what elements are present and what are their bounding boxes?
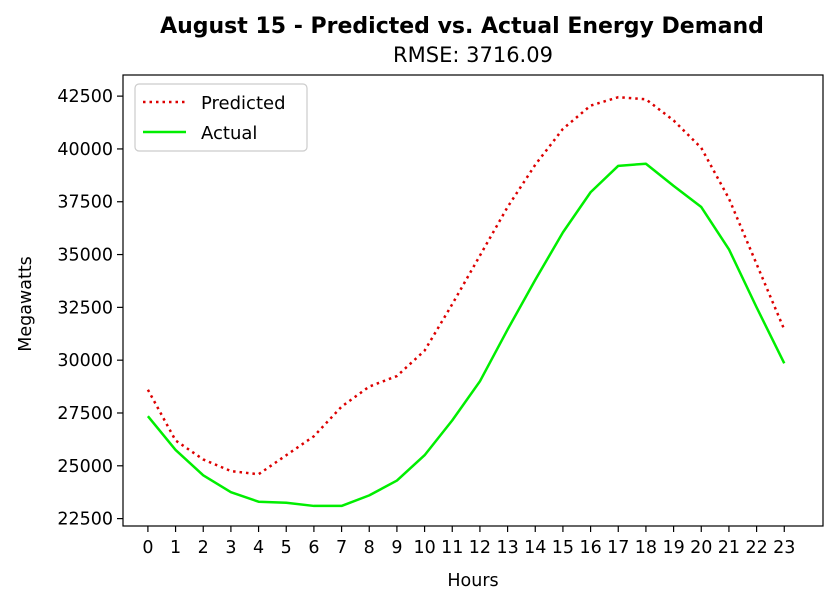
y-tick-label: 22500	[57, 510, 113, 530]
x-tick-label: 6	[308, 538, 319, 558]
x-tick-label: 12	[469, 538, 491, 558]
x-tick-label: 4	[253, 538, 264, 558]
x-tick-label: 23	[773, 538, 795, 558]
x-tick-label: 5	[281, 538, 292, 558]
chart-title: August 15 - Predicted vs. Actual Energy …	[160, 14, 764, 39]
x-tick-label: 15	[552, 538, 574, 558]
x-tick-label: 0	[142, 538, 153, 558]
x-tick-label: 18	[635, 538, 657, 558]
plot-area	[122, 74, 824, 527]
x-tick-label: 2	[198, 538, 209, 558]
y-tick-label: 37500	[57, 193, 113, 213]
x-tick-label: 16	[579, 538, 601, 558]
series-line-actual	[146, 162, 786, 508]
legend-predicted-label: Predicted	[201, 93, 286, 114]
x-tick-label: 20	[690, 538, 712, 558]
y-axis-label: Megawatts	[16, 256, 36, 352]
x-axis-label: Hours	[447, 571, 498, 591]
x-tick-label: 22	[745, 538, 767, 558]
series-layer	[146, 95, 786, 508]
x-tick-label: 1	[170, 538, 181, 558]
x-tick-label: 21	[718, 538, 740, 558]
chart-subtitle: RMSE: 3716.09	[393, 43, 553, 67]
y-tick-label: 30000	[57, 351, 113, 371]
x-tick-label: 8	[364, 538, 375, 558]
x-tick-label: 10	[413, 538, 435, 558]
x-tick-label: 14	[524, 538, 546, 558]
x-tick-label: 17	[607, 538, 629, 558]
x-axis: 0 1 2 3 4 5 6 7 8 9 10 11 12 13 14 15 16 17 18 19 20 21 22 23	[142, 526, 795, 558]
series-line-predicted	[146, 95, 786, 476]
y-tick-label: 32500	[57, 298, 113, 318]
x-tick-label: 11	[441, 538, 463, 558]
y-axis: 22500 25000 27500 30000 32500 35000 37500 40000…	[57, 87, 123, 530]
x-tick-label: 19	[662, 538, 684, 558]
legend-actual-label: Actual	[201, 123, 257, 144]
x-tick-label: 13	[496, 538, 518, 558]
x-tick-label: 7	[336, 538, 347, 558]
x-tick-label: 9	[391, 538, 402, 558]
y-tick-label: 27500	[57, 404, 113, 424]
y-tick-label: 42500	[57, 87, 113, 107]
legend: Predicted Actual	[134, 83, 308, 152]
y-tick-label: 35000	[57, 246, 113, 266]
y-tick-label: 40000	[57, 140, 113, 160]
y-tick-label: 25000	[57, 457, 113, 477]
x-tick-label: 3	[225, 538, 236, 558]
